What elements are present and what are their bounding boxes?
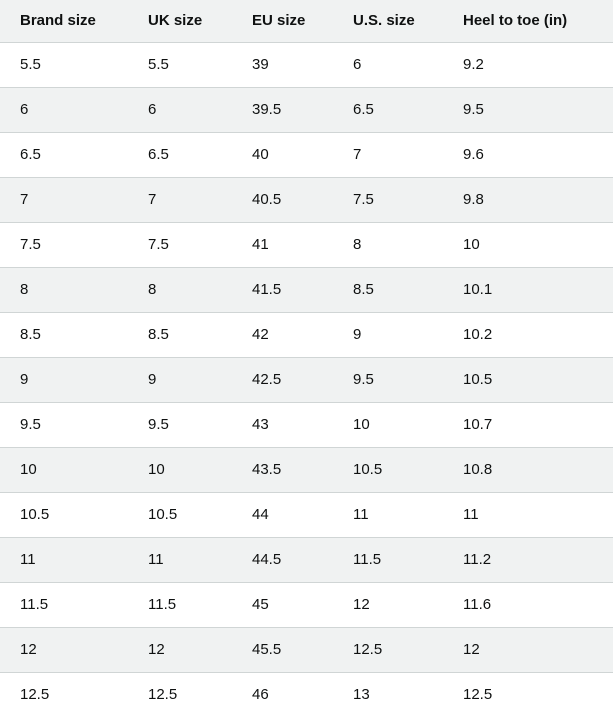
table-cell: 43	[232, 402, 333, 448]
table-cell: 10	[443, 222, 613, 268]
table-cell: 11.6	[443, 582, 613, 628]
table-cell: 5.5	[128, 42, 232, 88]
table-cell: 40	[232, 132, 333, 178]
table-cell: 10	[128, 447, 232, 493]
table-cell: 43.5	[232, 447, 333, 493]
table-cell: 12.5	[20, 686, 50, 704]
table-cell: 9	[128, 357, 232, 403]
table-row: 8 8 41.5 8.5 10.1	[0, 267, 613, 313]
table-row: 6.5 6.5 40 7 9.6	[0, 132, 613, 178]
table-row: 10.5 10.5 44 11 11	[0, 492, 613, 538]
table-cell: 9	[333, 312, 443, 358]
table-cell: 12	[443, 627, 613, 673]
table-cell: 42.5	[232, 357, 333, 403]
table-cell: 8	[128, 267, 232, 313]
table-cell: 10.2	[443, 312, 613, 358]
table-cell: 7	[128, 177, 232, 223]
table-cell: 10.5	[443, 357, 613, 403]
table-cell: 39.5	[232, 87, 333, 133]
size-chart-header: Brand size UK size EU size U.S. size Heel to…	[0, 0, 613, 43]
table-cell: 8.5	[333, 267, 443, 313]
table-row: 10 10 43.5 10.5 10.8	[0, 447, 613, 493]
table-cell: 12	[128, 627, 232, 673]
table-cell: 11	[128, 537, 232, 583]
table-row: 6 6 39.5 6.5 9.5	[0, 87, 613, 133]
table-cell: 10.7	[443, 402, 613, 448]
column-header: UK size	[128, 0, 232, 43]
table-cell: 11.2	[443, 537, 613, 583]
table-cell: 12.5	[463, 686, 493, 704]
table-cell: 10.5	[128, 492, 232, 538]
table-cell: 12.5	[333, 627, 443, 673]
table-row: 7.5 7.5 41 8 10	[0, 222, 613, 268]
table-cell: 45.5	[232, 627, 333, 673]
table-cell: 10	[0, 447, 128, 493]
table-cell: 6	[0, 87, 128, 133]
table-cell: 8.5	[0, 312, 128, 358]
table-cell: 44	[232, 492, 333, 538]
table-cell: 6.5	[128, 132, 232, 178]
table-cell: 9.5	[128, 402, 232, 448]
table-cell: 12	[333, 582, 443, 628]
table-cell: 46	[252, 686, 269, 704]
table-cell: 11.5	[0, 582, 128, 628]
table-row: 8.5 8.5 42 9 10.2	[0, 312, 613, 358]
table-row: 7 7 40.5 7.5 9.8	[0, 177, 613, 223]
table-cell: 9.5	[443, 87, 613, 133]
table-cell: 7.5	[333, 177, 443, 223]
column-header: Brand size	[0, 0, 128, 43]
table-cell: 8	[0, 267, 128, 313]
table-cell: 12	[0, 627, 128, 673]
table-cell: 11	[333, 492, 443, 538]
table-cell: 6	[333, 42, 443, 88]
table-row: 11.5 11.5 45 12 11.6	[0, 582, 613, 628]
table-cell: 41	[232, 222, 333, 268]
table-cell: 9.2	[443, 42, 613, 88]
table-cell: 7	[333, 132, 443, 178]
table-cell: 11	[0, 537, 128, 583]
table-cell: 6.5	[0, 132, 128, 178]
table-row: 12.5 12.5 46 13 12.5	[0, 672, 613, 717]
table-cell: 7.5	[128, 222, 232, 268]
table-cell: 40.5	[232, 177, 333, 223]
table-cell: 10	[333, 402, 443, 448]
table-cell: 10.5	[0, 492, 128, 538]
header-row: Brand size UK size EU size U.S. size Heel to…	[0, 0, 613, 43]
table-cell: 6.5	[333, 87, 443, 133]
table-cell: 8.5	[128, 312, 232, 358]
table-cell: 12.5	[148, 686, 178, 704]
table-row: 5.5 5.5 39 6 9.2	[0, 42, 613, 88]
table-cell: 9.6	[443, 132, 613, 178]
size-chart-body: 5.5 5.5 39 6 9.2 6 6 39.5 6.5 9.5 6.5 6.5 40 7 9.6 7 7 40…	[0, 42, 613, 717]
column-header: Heel to toe (in)	[443, 0, 613, 43]
table-row: 11 11 44.5 11.5 11.2	[0, 537, 613, 583]
table-cell: 39	[232, 42, 333, 88]
table-cell: 7.5	[0, 222, 128, 268]
table-cell: 9.8	[443, 177, 613, 223]
table-cell: 5.5	[0, 42, 128, 88]
table-cell: 45	[232, 582, 333, 628]
table-cell: 13	[353, 686, 370, 704]
table-cell: 10.5	[333, 447, 443, 493]
table-cell: 44.5	[232, 537, 333, 583]
table-cell: 9.5	[333, 357, 443, 403]
table-cell: 10.1	[443, 267, 613, 313]
column-header: U.S. size	[333, 0, 443, 43]
table-cell: 9	[0, 357, 128, 403]
table-cell: 42	[232, 312, 333, 358]
table-row: 9.5 9.5 43 10 10.7	[0, 402, 613, 448]
table-cell: 7	[0, 177, 128, 223]
table-row: 9 9 42.5 9.5 10.5	[0, 357, 613, 403]
table-cell: 6	[128, 87, 232, 133]
table-cell: 41.5	[232, 267, 333, 313]
table-cell: 11.5	[333, 537, 443, 583]
table-cell: 11	[443, 492, 613, 538]
table-cell: 11.5	[128, 582, 232, 628]
table-cell: 10.8	[443, 447, 613, 493]
table-row: 12 12 45.5 12.5 12	[0, 627, 613, 673]
table-cell: 9.5	[0, 402, 128, 448]
table-cell: 8	[333, 222, 443, 268]
column-header: EU size	[232, 0, 333, 43]
